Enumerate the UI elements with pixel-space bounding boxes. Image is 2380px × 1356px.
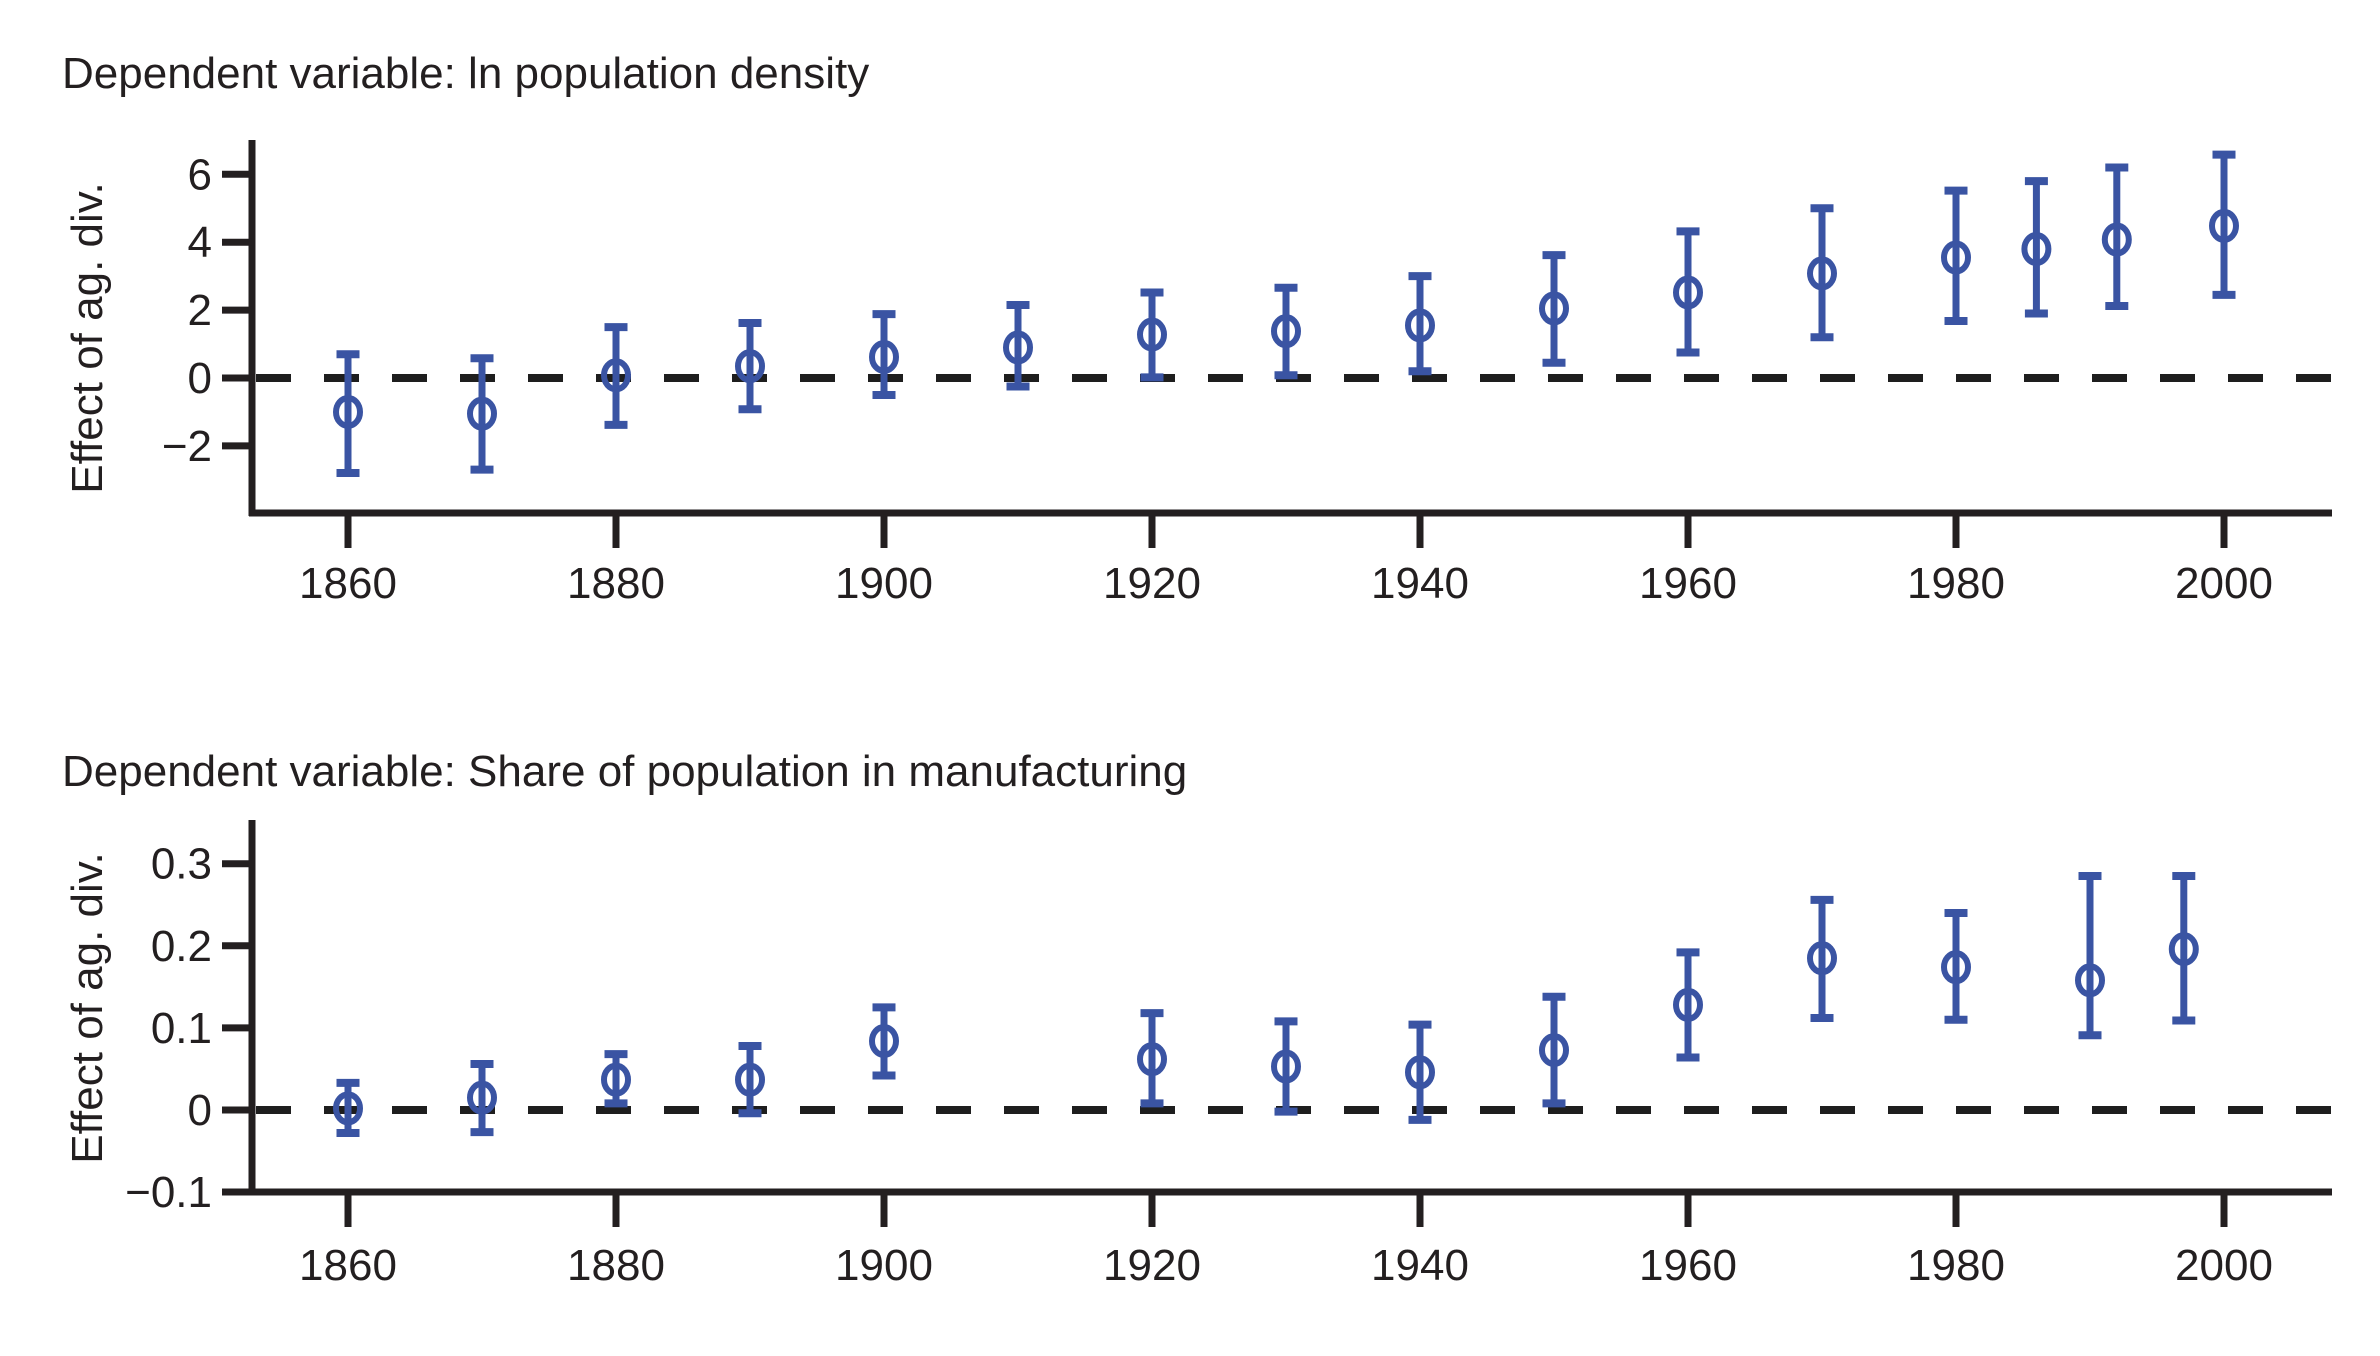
point-marker-2000 bbox=[2209, 208, 2239, 243]
point-marker-1910 bbox=[1003, 330, 1033, 365]
point-marker-1930 bbox=[1271, 1049, 1301, 1084]
point-marker-1970 bbox=[1807, 941, 1837, 976]
point-marker-1960 bbox=[1673, 987, 1703, 1022]
errorbar-1910 bbox=[1003, 301, 1033, 391]
point-marker-1900 bbox=[869, 339, 899, 374]
x-tick-label-1860: 1860 bbox=[299, 1241, 397, 1290]
x-tick-label-1980: 1980 bbox=[1907, 559, 2005, 608]
point-marker-1920 bbox=[1137, 317, 1167, 352]
point-marker-1950 bbox=[1539, 291, 1569, 326]
point-marker-1880 bbox=[601, 1062, 631, 1097]
errorbar-1930 bbox=[1271, 283, 1301, 380]
point-marker-1900 bbox=[869, 1024, 899, 1059]
point-marker-1950 bbox=[1539, 1033, 1569, 1068]
x-tick-label-1960: 1960 bbox=[1639, 559, 1737, 608]
point-marker-1920 bbox=[1137, 1042, 1167, 1077]
errorbar-1960 bbox=[1673, 948, 1703, 1062]
errorbar-1930 bbox=[1271, 1017, 1301, 1116]
x-tick-label-1960: 1960 bbox=[1639, 1241, 1737, 1290]
x-tick-label-1920: 1920 bbox=[1103, 559, 1201, 608]
errorbar-1997 bbox=[2168, 872, 2199, 1025]
errorbar-1940 bbox=[1405, 272, 1435, 376]
errorbar-1880 bbox=[601, 323, 631, 429]
point-marker-1890 bbox=[735, 349, 765, 384]
x-tick-label-1920: 1920 bbox=[1103, 1241, 1201, 1290]
x-tick-label-1860: 1860 bbox=[299, 559, 397, 608]
x-tick-label-1900: 1900 bbox=[835, 1241, 933, 1290]
point-marker-1986 bbox=[2021, 231, 2052, 266]
errorbar-2000 bbox=[2209, 150, 2239, 299]
errorbar-1900 bbox=[869, 1003, 899, 1080]
point-marker-1997 bbox=[2168, 932, 2199, 967]
errorbar-1900 bbox=[869, 310, 899, 399]
errorbar-1986 bbox=[2021, 177, 2052, 318]
errorbar-1980 bbox=[1941, 908, 1971, 1024]
errorbar-1960 bbox=[1673, 227, 1703, 357]
errorbar-1860 bbox=[333, 1078, 363, 1137]
errorbar-1950 bbox=[1539, 992, 1569, 1108]
x-tick-label-1940: 1940 bbox=[1371, 559, 1469, 608]
bottom-panel-group: 0.3 0.2 0.1 0 −0.1 1860 1880 1900 1920 1940 1960 19… bbox=[125, 820, 2332, 1290]
y-tick-label-4: 4 bbox=[188, 218, 212, 267]
y-tick-label-6: 6 bbox=[188, 150, 212, 199]
errorbar-1880 bbox=[601, 1050, 631, 1108]
errorbar-1990 bbox=[2075, 872, 2105, 1040]
x-tick-label-1980: 1980 bbox=[1907, 1241, 2005, 1290]
errorbar-1980 bbox=[1941, 186, 1971, 325]
errorbar-1870 bbox=[467, 1060, 497, 1137]
point-marker-1980 bbox=[1941, 950, 1971, 985]
point-marker-1870 bbox=[467, 396, 497, 431]
x-tick-label-1880: 1880 bbox=[567, 1241, 665, 1290]
point-marker-1992 bbox=[2101, 222, 2132, 257]
panel-title-top: Dependent variable: ln population densit… bbox=[62, 49, 870, 98]
x-tick-label-1940: 1940 bbox=[1371, 1241, 1469, 1290]
point-marker-1980 bbox=[1941, 240, 1971, 275]
errorbar-1870 bbox=[467, 354, 497, 474]
point-marker-1970 bbox=[1807, 256, 1837, 291]
panel-title-bottom: Dependent variable: Share of population … bbox=[62, 747, 1188, 796]
errorbar-1920 bbox=[1137, 288, 1167, 382]
errorbar-1920 bbox=[1137, 1009, 1167, 1108]
x-tick-label-1880: 1880 bbox=[567, 559, 665, 608]
y-tick-label-0: 0 bbox=[188, 354, 212, 403]
y-tick-label-−0.1: −0.1 bbox=[125, 1168, 212, 1217]
y-tick-label-0.2: 0.2 bbox=[151, 922, 212, 971]
y-tick-label-−2: −2 bbox=[162, 422, 212, 471]
point-marker-1930 bbox=[1271, 314, 1301, 349]
errorbar-1890 bbox=[735, 1041, 765, 1118]
point-marker-1940 bbox=[1405, 1055, 1435, 1090]
point-marker-1880 bbox=[601, 358, 631, 393]
point-marker-1860 bbox=[333, 394, 363, 429]
errorbar-1890 bbox=[735, 319, 765, 414]
y-tick-label-0.1: 0.1 bbox=[151, 1004, 212, 1053]
point-marker-1990 bbox=[2075, 963, 2105, 998]
errorbar-1992 bbox=[2101, 163, 2132, 311]
y-tick-label-0: 0 bbox=[188, 1086, 212, 1135]
y-tick-label-0.3: 0.3 bbox=[151, 840, 212, 889]
errorbar-1860 bbox=[333, 350, 363, 478]
point-marker-1870 bbox=[467, 1080, 497, 1115]
x-tick-label-1900: 1900 bbox=[835, 559, 933, 608]
point-marker-1860 bbox=[333, 1091, 363, 1126]
point-marker-1940 bbox=[1405, 308, 1435, 343]
errorbar-1950 bbox=[1539, 251, 1569, 367]
x-tick-label-2000: 2000 bbox=[2175, 1241, 2273, 1290]
top-panel-group: 6 4 2 0 −2 1860 1880 1900 1920 1940 1960 1980 2000 bbox=[162, 140, 2332, 608]
errorbar-1940 bbox=[1405, 1020, 1435, 1124]
errorbar-1970 bbox=[1807, 204, 1837, 342]
errorbar-1970 bbox=[1807, 895, 1837, 1023]
point-marker-1960 bbox=[1673, 275, 1703, 310]
y-tick-label-2: 2 bbox=[188, 286, 212, 335]
x-tick-label-2000: 2000 bbox=[2175, 559, 2273, 608]
point-marker-1890 bbox=[735, 1062, 765, 1097]
